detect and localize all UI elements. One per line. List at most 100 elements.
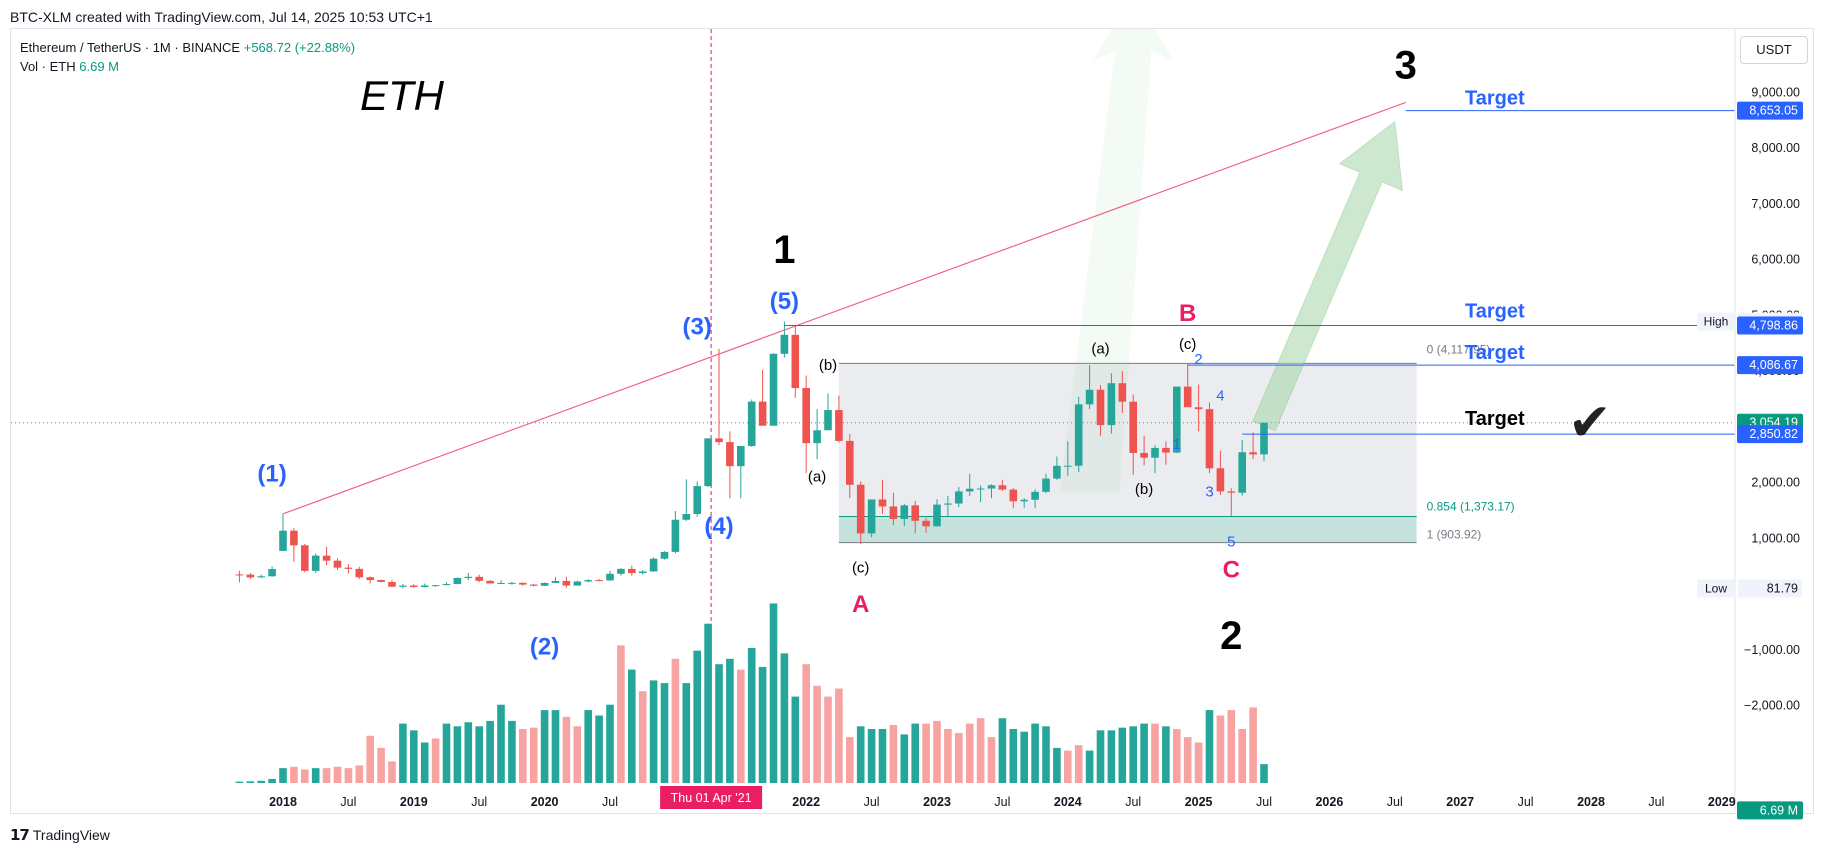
candle [519,582,527,585]
volume-bar [617,645,625,783]
candle [573,581,582,586]
candle [464,576,473,579]
price-change: +568.72 (+22.88%) [243,40,356,55]
wave-label: 3 [1395,43,1417,87]
time-axis: 2018 Jul 2019 Jul 2020 Jul 2022 Jul 2023 Jul 2024 J… [269,786,1736,809]
price-tag: 81.79 [1767,581,1798,595]
volume-bar [1140,723,1148,783]
volume-bar [758,666,767,783]
volume-bar [660,683,669,783]
volume-bar [366,735,374,783]
candle [780,334,789,354]
candle [399,585,407,587]
price-tag: 4,086.67 [1749,358,1798,372]
volume-value: 6.69 M [79,59,119,74]
volume-bar [486,720,494,783]
time-tick-label: 2018 [269,795,297,809]
volume-bar [420,742,429,783]
volume-bar [1085,750,1094,783]
price-tag: 2,850.82 [1749,427,1798,441]
volume-bar [737,669,745,783]
symbol-title[interactable]: Ethereum / TetherUS · 1M · BINANCE [20,40,241,55]
volume-bar [301,769,309,783]
price-tag-prefix-bg [1697,312,1735,331]
wave-label: (b) [819,357,837,374]
ghost-arrow [1059,29,1174,493]
candle [606,573,614,581]
time-cursor-label: Thu 01 Apr '21 [671,791,752,805]
time-tick-label: Jul [1387,795,1403,809]
candle [846,440,854,485]
candle [290,530,298,546]
volume-bar [235,781,244,783]
volume-bar [1118,727,1127,783]
volume-bar [780,653,789,783]
tradingview-footer: 𝟭𝟳 TradingView [10,826,110,844]
candle [1216,468,1225,492]
candle [257,576,265,578]
candle [1107,383,1116,426]
wave-label: (c) [852,559,870,576]
candle [998,485,1007,490]
price-tick-label: 2,000.00 [1751,476,1800,490]
chart-frame[interactable] [10,28,1814,814]
time-tick-label: Jul [1648,795,1664,809]
candle [704,438,712,487]
volume-bar [747,648,756,783]
volume-bar [355,765,364,783]
tradingview-logo-icon: 𝟭𝟳 [10,827,30,844]
volume-label[interactable]: Vol · ETH [20,59,76,74]
currency-button[interactable]: USDT [1740,36,1808,64]
volume-bar [551,710,560,783]
volume-bar [595,715,603,783]
candle [1129,401,1137,453]
volume-bar [1042,726,1050,783]
volume-bar [998,718,1007,783]
candle [333,560,342,568]
candle [1085,389,1094,405]
time-cursor-badge [660,786,763,809]
target-label: Target [1465,342,1525,364]
candle [301,545,309,571]
volume-bar [813,685,821,783]
wave-label: 2 [1220,614,1242,658]
price-tag-bg [1737,801,1803,820]
candle [497,582,505,584]
volume-bar [856,726,865,783]
volume-bar [693,650,701,783]
candle [976,488,985,490]
candle [486,580,494,584]
candle [715,438,723,443]
candle [987,485,996,489]
candle [802,388,810,444]
candle [268,569,276,577]
volume-bar [649,680,658,783]
tradingview-brand: TradingView [32,827,110,843]
candle [900,505,909,519]
candle [628,568,636,573]
wave-label: (c) [1179,336,1197,353]
candle [747,401,756,447]
volume-bar [497,704,505,783]
target-label: Target [1465,300,1525,322]
fib-zone [838,363,1417,517]
volume-bar [279,768,287,783]
volume-bar [1227,710,1236,783]
volume-bar [1260,764,1268,783]
price-tick-label: 1,000.00 [1751,531,1800,545]
candle [1260,422,1268,455]
candle [1194,407,1203,410]
candle [1074,404,1083,466]
candle [1238,452,1246,493]
price-tick-label: −2,000.00 [1744,699,1800,713]
candle [1042,478,1050,492]
candle [1118,383,1127,402]
volume-bar [802,664,810,783]
volume-bar [322,768,331,783]
time-tick-label: 2028 [1577,795,1605,809]
volume-bar [835,688,843,783]
candle [551,580,560,583]
candle [311,555,320,571]
volume-bar [1194,742,1203,783]
